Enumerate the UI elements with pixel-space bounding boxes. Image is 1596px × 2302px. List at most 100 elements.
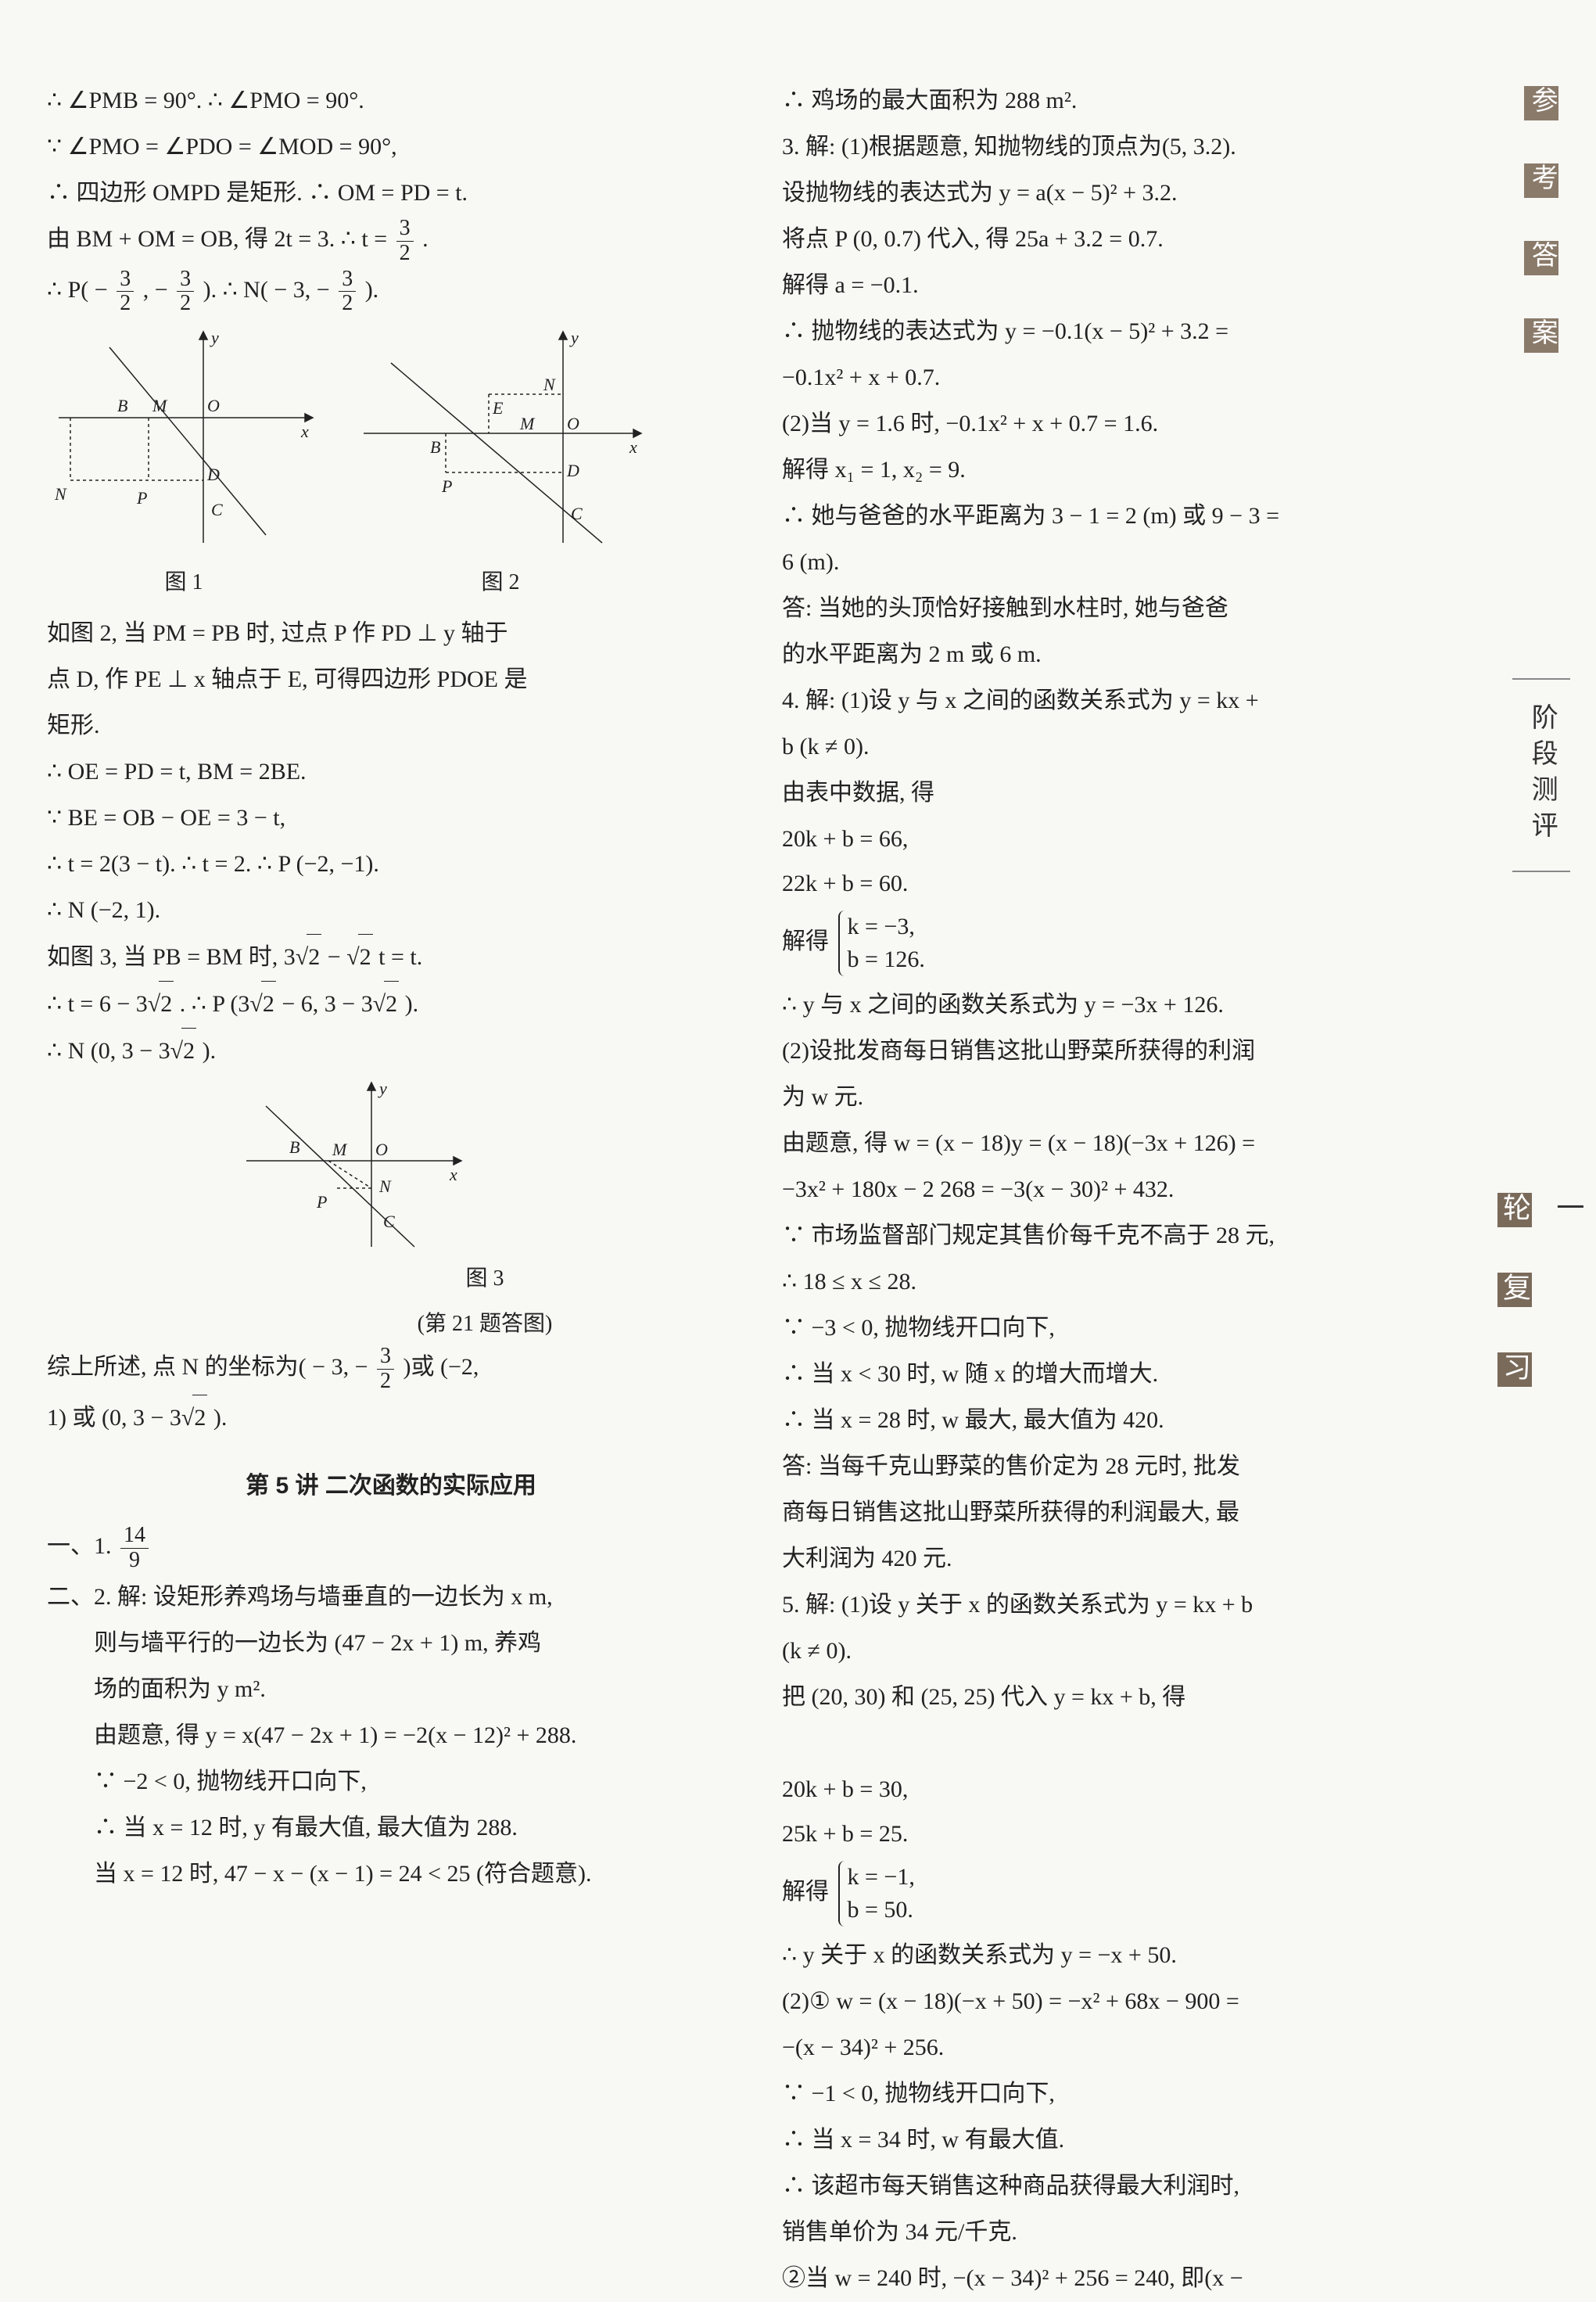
text-line: ∴ y 与 x 之间的函数关系式为 y = −3x + 126. <box>782 982 1470 1027</box>
svg-text:O: O <box>375 1140 388 1159</box>
text-line: ∵ ∠PMO = ∠PDO = ∠MOD = 90°, <box>47 124 735 169</box>
text-line: ∵ −1 < 0, 抛物线开口向下, <box>782 2071 1470 2116</box>
text-line: 场的面积为 y m². <box>47 1667 735 1711</box>
text-line: 二、2. 解: 设矩形养鸡场与墙垂直的一边长为 x m, <box>47 1575 735 1619</box>
svg-text:N: N <box>378 1176 392 1196</box>
fraction: 32 <box>377 1345 394 1394</box>
svg-text:x: x <box>629 437 637 457</box>
figure-row: y x B M O N P D C 图 1 <box>47 324 735 603</box>
text-line: ∴ y 关于 x 的函数关系式为 y = −x + 50. <box>782 1933 1470 1977</box>
text-line: −0.1x² + x + 0.7. <box>782 355 1470 400</box>
text-line: ∴ OE = PD = t, BM = 2BE. <box>47 749 735 794</box>
svg-text:C: C <box>383 1212 395 1231</box>
left-column: ∴ ∠PMB = 90°. ∴ ∠PMO = 90°. ∵ ∠PMO = ∠PD… <box>47 78 735 2302</box>
text-line: ∴ 当 x = 34 时, w 有最大值. <box>782 2117 1470 2162</box>
svg-text:x: x <box>300 422 309 441</box>
text-line: ∴ 当 x = 28 时, w 最大, 最大值为 420. <box>782 1398 1470 1442</box>
text: , − <box>143 277 174 303</box>
section-title: 第 5 讲 二次函数的实际应用 <box>47 1463 735 1508</box>
fraction: 32 <box>117 268 134 317</box>
sidebar-right: 参 考 答 案 阶段测评 一 轮 复 习 <box>1518 78 1565 1399</box>
figure-2-svg: y x N E B M O P D C <box>352 324 649 558</box>
text-line: −(x − 34)² + 256. <box>782 2025 1470 2070</box>
text-line: ∴ 当 x = 12 时, y 有最大值, 最大值为 288. <box>47 1805 735 1850</box>
page-content: ∴ ∠PMB = 90°. ∴ ∠PMO = 90°. ∵ ∠PMO = ∠PD… <box>47 78 1549 2302</box>
text-line: 3. 解: (1)根据题意, 知抛物线的顶点为(5, 3.2). <box>782 124 1470 169</box>
text-line: ∵ BE = OB − OE = 3 − t, <box>47 795 735 840</box>
text-line: ∴ 该超市每天销售这种商品获得最大利润时, <box>782 2164 1470 2208</box>
svg-text:P: P <box>441 476 452 496</box>
figure-caption: 图 1 <box>47 562 321 603</box>
sidebar-badge-answers: 参 考 答 案 <box>1512 78 1571 365</box>
text-line: 如图 2, 当 PM = PB 时, 过点 P 作 PD ⊥ y 轴于 <box>47 611 735 655</box>
figure-3-svg: y x B M O N P C <box>235 1075 469 1255</box>
sidebar-badge-round: 一 轮 复 习 <box>1484 1185 1596 1399</box>
text-line: 将点 P (0, 0.7) 代入, 得 25a + 3.2 = 0.7. <box>782 217 1470 261</box>
svg-text:P: P <box>136 488 147 508</box>
text-line: 的水平距离为 2 m 或 6 m. <box>782 632 1470 677</box>
svg-text:y: y <box>210 328 219 347</box>
text: ). ∴ N( − 3, − <box>203 277 336 303</box>
text-line: 大利润为 420 元. <box>782 1536 1470 1581</box>
svg-text:O: O <box>207 396 220 415</box>
text-line: ∴ 鸡场的最大面积为 288 m². <box>782 78 1470 123</box>
svg-text:N: N <box>54 484 67 504</box>
fraction: 32 <box>177 268 194 317</box>
svg-text:y: y <box>569 328 579 347</box>
text-line: 把 (20, 30) 和 (25, 25) 代入 y = kx + b, 得 <box>782 1675 1470 1719</box>
text-line: 答: 当她的头顶恰好接触到水柱时, 她与爸爸 <box>782 586 1470 630</box>
svg-text:D: D <box>206 465 220 484</box>
text-line <box>782 1721 1470 1765</box>
svg-text:M: M <box>332 1140 348 1159</box>
svg-text:B: B <box>117 396 127 415</box>
text-line: −3x² + 180x − 2 268 = −3(x − 30)² + 432. <box>782 1167 1470 1212</box>
figure-1-svg: y x B M O N P D C <box>47 324 321 558</box>
text-line: 由题意, 得 w = (x − 18)y = (x − 18)(−3x + 12… <box>782 1121 1470 1165</box>
svg-text:y: y <box>378 1079 387 1098</box>
text-line: 解得 a = −0.1. <box>782 263 1470 307</box>
equation-system: k = −3, b = 126. <box>838 910 925 976</box>
svg-text:x: x <box>449 1165 457 1184</box>
text: 由 BM + OM = OB, 得 2t = 3. ∴ t = <box>47 226 393 252</box>
text-line: 5. 解: (1)设 y 关于 x 的函数关系式为 y = kx + b <box>782 1582 1470 1627</box>
text-line: ∵ −2 < 0, 抛物线开口向下, <box>47 1759 735 1804</box>
text-line: 由表中数据, 得 <box>782 770 1470 815</box>
text-line: 如图 3, 当 PB = BM 时, 32 − 2 t = t. <box>47 934 735 979</box>
text-line: 由 BM + OM = OB, 得 2t = 3. ∴ t = 3 2 . <box>47 217 735 266</box>
text-line: 点 D, 作 PE ⊥ x 轴点于 E, 可得四边形 PDOE 是 <box>47 657 735 702</box>
text-line: ∴ ∠PMB = 90°. ∴ ∠PMO = 90°. <box>47 78 735 123</box>
svg-text:E: E <box>492 398 504 418</box>
svg-text:D: D <box>566 461 579 480</box>
svg-text:M: M <box>519 414 536 433</box>
text-line: ∴ t = 6 − 32 . ∴ P (32 − 6, 3 − 32 ). <box>47 981 735 1026</box>
text-line: 设抛物线的表达式为 y = a(x − 5)² + 3.2. <box>782 171 1470 215</box>
svg-text:B: B <box>289 1137 299 1157</box>
text-line: 商每日销售这批山野菜所获得的利润最大, 最 <box>782 1490 1470 1535</box>
text: ∴ P( − <box>47 277 113 303</box>
text-line: ∴ 抛物线的表达式为 y = −0.1(x − 5)² + 3.2 = <box>782 309 1470 354</box>
figure-caption: 图 2 <box>352 562 649 603</box>
svg-text:B: B <box>430 437 440 457</box>
text-line: 综上所述, 点 N 的坐标为( − 3, − 32 )或 (−2, <box>47 1345 735 1394</box>
right-column: ∴ 鸡场的最大面积为 288 m². 3. 解: (1)根据题意, 知抛物线的顶… <box>782 78 1470 2302</box>
svg-text:C: C <box>211 500 223 519</box>
equation-system: k = −1, b = 50. <box>838 1861 915 1927</box>
text-line: ∴ 她与爸爸的水平距离为 3 − 1 = 2 (m) 或 9 − 3 = <box>782 494 1470 538</box>
fraction: 149 <box>120 1524 149 1573</box>
svg-text:M: M <box>152 396 168 415</box>
denominator: 2 <box>396 242 414 266</box>
text-line: 则与墙平行的一边长为 (47 − 2x + 1) m, 养鸡 <box>47 1621 735 1665</box>
numerator: 3 <box>396 217 414 242</box>
text-line: 矩形. <box>47 703 735 748</box>
svg-text:O: O <box>567 414 579 433</box>
figure-subcaption: (第 21 题答图) <box>235 1303 735 1345</box>
text-line: ∴ P( − 32 , − 32 ). ∴ N( − 3, − 32 ). <box>47 268 735 317</box>
figure-2: y x N E B M O P D C 图 2 <box>352 324 649 603</box>
text-line: ∵ −3 < 0, 抛物线开口向下, <box>782 1305 1470 1350</box>
fraction: 3 2 <box>396 217 414 266</box>
text-line: b (k ≠ 0). <box>782 724 1470 769</box>
text: . <box>422 226 429 252</box>
text-line: 一、1. 149 <box>47 1524 735 1573</box>
text-line: ∴ N (0, 3 − 32 ). <box>47 1028 735 1073</box>
text-line: ②当 w = 240 时, −(x − 34)² + 256 = 240, 即(… <box>782 2256 1470 2300</box>
